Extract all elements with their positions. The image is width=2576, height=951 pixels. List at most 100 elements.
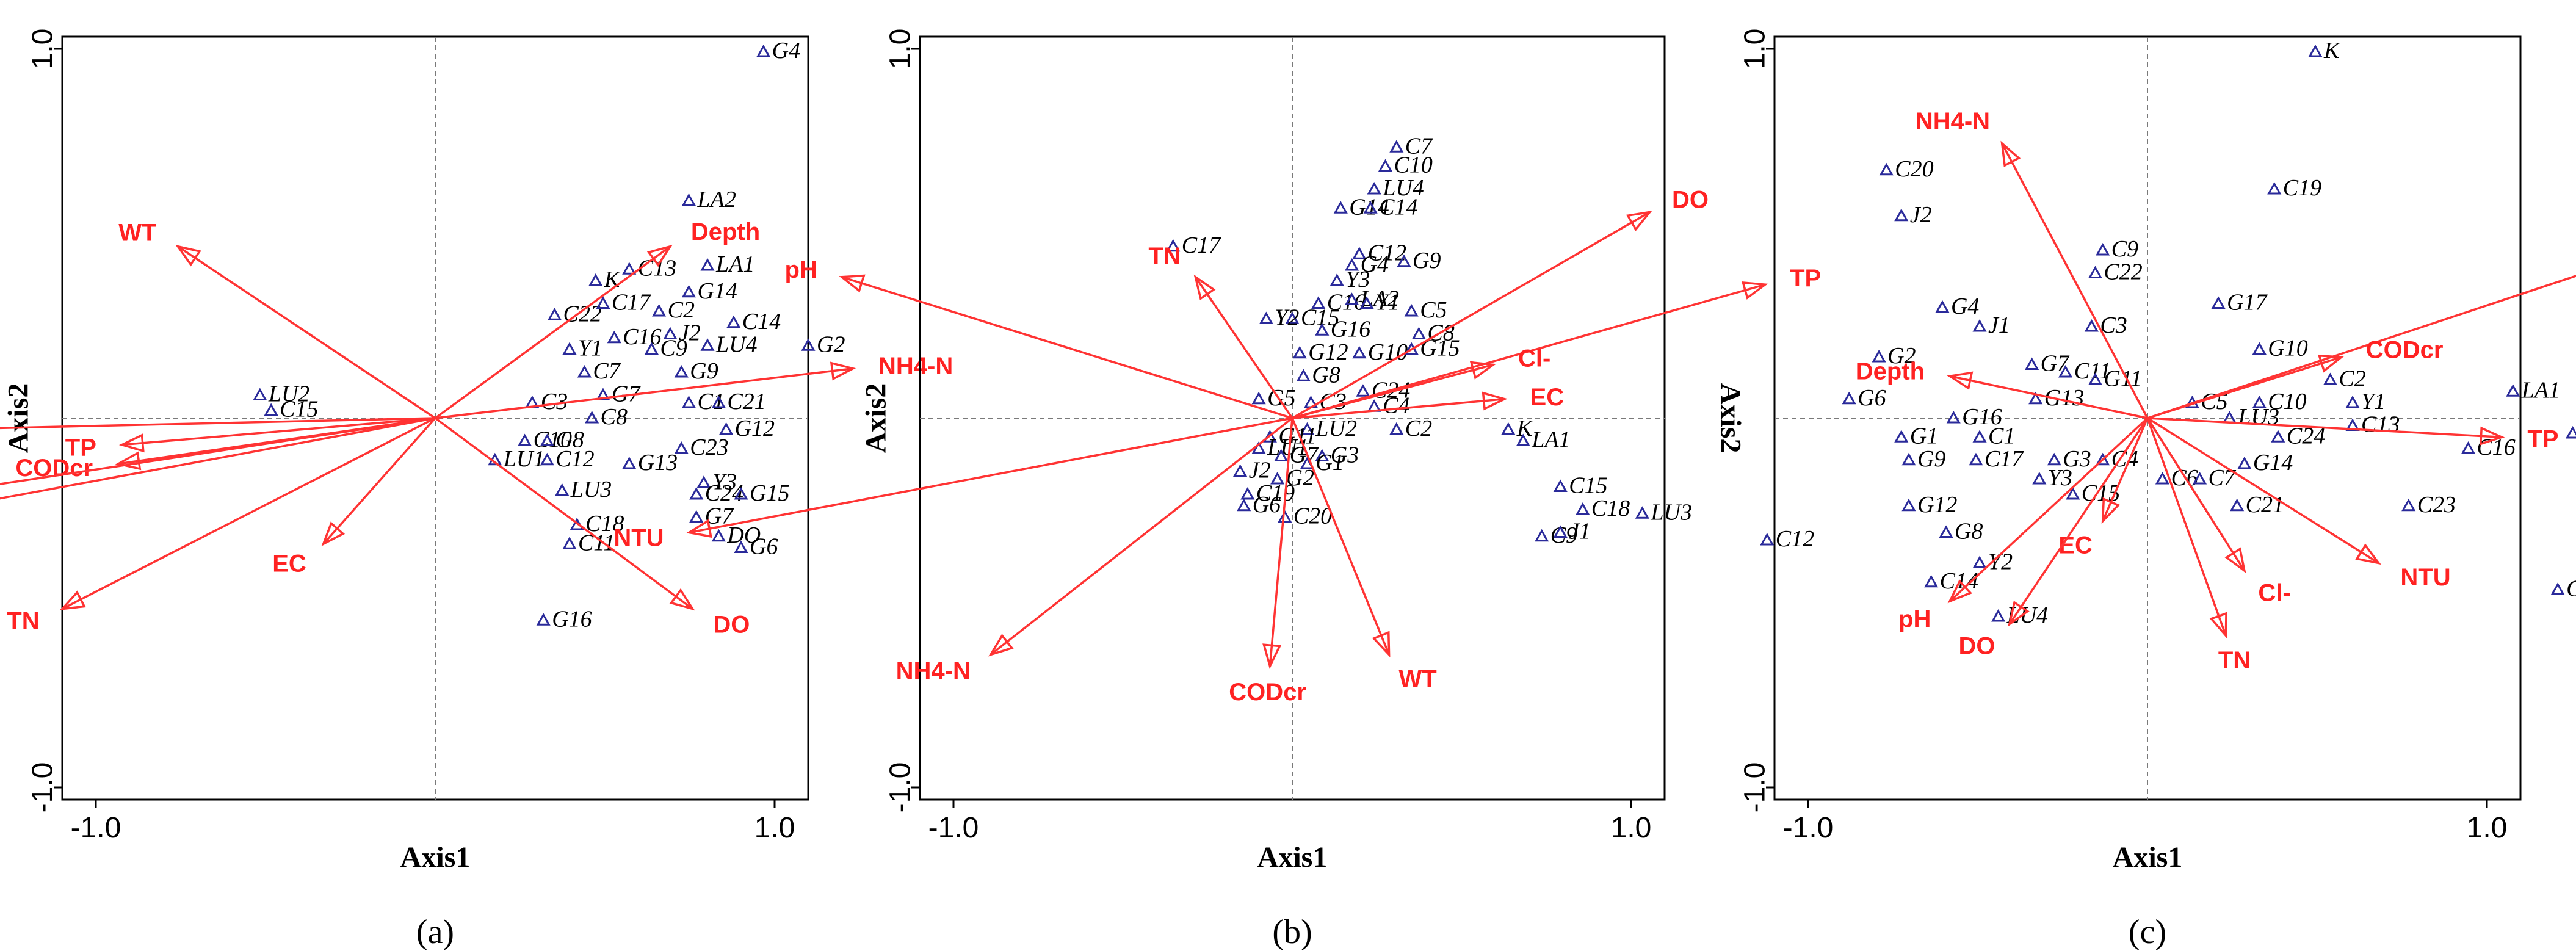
site-label: Y3: [712, 469, 737, 494]
site-label: G14: [1349, 194, 1389, 220]
site-marker: [2346, 396, 2359, 408]
site-marker: [720, 423, 733, 435]
site-label: C5: [1420, 297, 1447, 323]
env-vector-line: [841, 276, 1293, 419]
site-label: C15: [1569, 473, 1607, 499]
site-label: G10: [2268, 336, 2307, 361]
env-vector-line: [1292, 211, 1651, 419]
env-vector-line: [62, 417, 436, 610]
site-marker: [690, 511, 703, 523]
site-label: C2: [1405, 416, 1432, 441]
site-label: C13: [2361, 412, 2400, 438]
site-marker: [1973, 557, 1986, 568]
site-label: G13: [638, 450, 678, 476]
site-label: G11: [1278, 423, 1317, 449]
env-vector-line: [177, 245, 436, 419]
site-marker: [727, 316, 740, 328]
env-vector-label: TN: [2218, 647, 2251, 674]
env-vector-label: DO: [713, 612, 750, 638]
site-marker: [701, 339, 714, 351]
site-label: C7: [1405, 133, 1433, 159]
site-marker: [1237, 499, 1251, 512]
site-marker: [555, 484, 569, 496]
site-label: LU2: [268, 381, 310, 407]
site-label: Y3: [2048, 465, 2072, 491]
site-marker: [1902, 454, 1916, 466]
site-label: G3: [1331, 443, 1359, 468]
site-label: G1: [1315, 450, 1344, 476]
env-vector-label: Cl-: [2258, 579, 2290, 606]
site-marker: [2506, 385, 2520, 397]
site-label: LU2: [1315, 416, 1357, 441]
site-marker: [1353, 347, 1366, 359]
x-tick-label: 1.0: [754, 812, 795, 844]
site-marker: [1390, 140, 1403, 153]
env-vector-arrowhead: [1626, 211, 1652, 231]
site-label: C22: [2104, 259, 2142, 285]
site-label: G16: [1331, 316, 1370, 342]
env-vector-arrowhead: [59, 590, 86, 610]
env-vector-label: EC: [272, 551, 306, 577]
env-vector-arrowhead: [2101, 497, 2121, 524]
env-vector-line: [1194, 276, 1293, 419]
site-label: C14: [1379, 194, 1417, 220]
env-vector-arrowhead: [686, 519, 712, 538]
site-label: G16: [1962, 404, 2002, 430]
site-marker: [1576, 503, 1590, 515]
site-label: C19: [1256, 480, 1295, 506]
site-marker: [1278, 511, 1292, 523]
y-tick-label: -1.0: [1739, 762, 1771, 813]
site-marker: [1330, 274, 1344, 286]
site-label: C10: [2268, 389, 2306, 414]
env-vector-arrowhead: [1262, 643, 1282, 670]
site-marker: [1241, 488, 1254, 500]
env-vector-arrowhead: [321, 521, 346, 546]
x-tick-label: 1.0: [1611, 812, 1652, 844]
env-vector-line: [0, 417, 436, 430]
site-label: G6: [1253, 492, 1281, 518]
site-label: LA1: [715, 251, 754, 277]
site-label: C11: [578, 530, 615, 555]
site-marker: [2268, 183, 2281, 195]
x-axis-title: Axis1: [2113, 841, 2183, 873]
site-label: G14: [2253, 450, 2293, 476]
site-label: Y1: [578, 336, 602, 361]
site-marker: [253, 389, 267, 400]
site-label: C9: [2111, 236, 2138, 262]
site-marker: [1973, 430, 1986, 443]
env-vector-label: NTU: [2400, 564, 2450, 591]
site-marker: [2309, 45, 2322, 57]
site-label: G10: [1368, 339, 1408, 365]
x-tick-label: -1.0: [928, 812, 979, 844]
env-vector-line: [1948, 417, 2149, 602]
site-marker: [577, 366, 591, 378]
site-label: C8: [601, 404, 628, 430]
site-label: C24: [705, 480, 743, 506]
site-label: G4: [1361, 251, 1389, 277]
env-vector-label: pH: [784, 256, 817, 283]
env-vector-line: [2102, 418, 2149, 522]
env-vector-arrowhead: [118, 433, 145, 453]
site-marker: [1554, 480, 1567, 492]
env-vector-label: Cl-: [1518, 345, 1550, 372]
site-marker: [682, 396, 695, 408]
site-marker: [1297, 369, 1310, 381]
y-axis-title: Axis2: [860, 383, 892, 454]
site-marker: [563, 343, 576, 355]
site-label: G16: [552, 606, 592, 632]
site-marker: [1535, 530, 1549, 542]
site-marker: [1367, 183, 1381, 195]
site-marker: [1356, 385, 1370, 397]
env-vector-line: [1949, 375, 2148, 419]
site-label: C10: [1394, 153, 1433, 178]
site-marker: [563, 537, 576, 549]
env-vector-label: NH4-N: [878, 353, 953, 380]
site-label: LU3: [570, 477, 612, 502]
site-label: C13: [638, 255, 676, 281]
site-label: LA1: [1531, 427, 1570, 453]
site-label: J2: [1249, 458, 1271, 483]
env-vector-line: [2008, 418, 2149, 625]
site-marker: [1252, 392, 1265, 405]
env-vector-arrowhead: [1947, 371, 1974, 390]
site-label: G2: [1887, 343, 1916, 369]
